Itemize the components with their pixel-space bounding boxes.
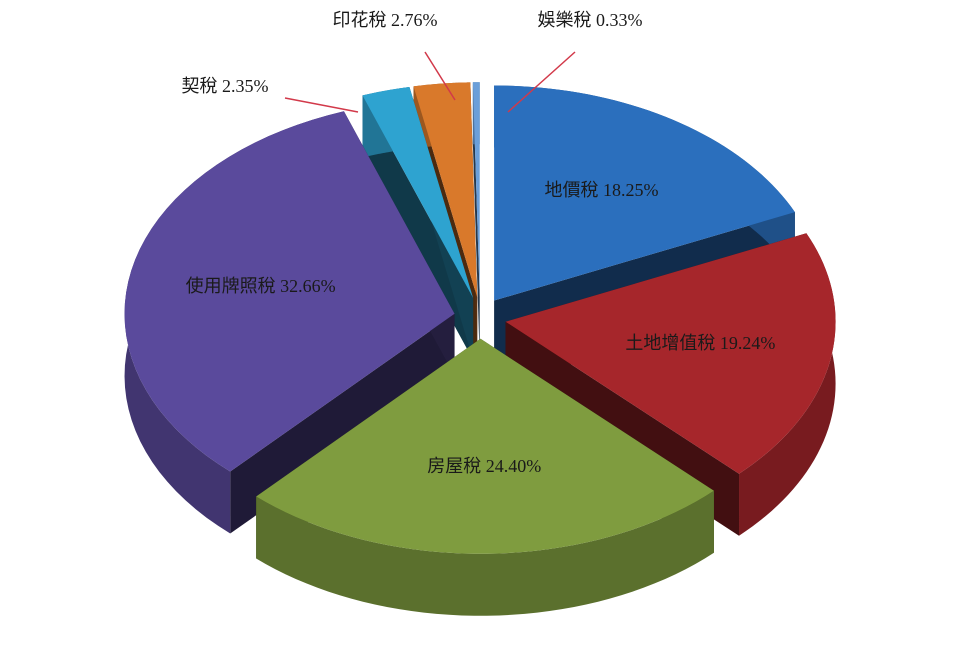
slice-label: 地價稅 18.25% (545, 180, 659, 200)
slice-top (413, 82, 478, 298)
leader-line (507, 51, 576, 113)
value-label: 19.24% (720, 333, 776, 353)
leader-line (424, 51, 456, 101)
category-name: 使用牌照稅 (186, 276, 276, 296)
category-name: 土地增值稅 (625, 333, 715, 353)
category-name: 地價稅 (545, 180, 599, 200)
slice-label: 房屋稅 24.40% (427, 456, 541, 476)
value-label: 2.35% (222, 76, 269, 96)
pie-slice (472, 82, 480, 360)
value-label: 32.66% (280, 276, 336, 296)
value-label: 18.25% (603, 180, 659, 200)
category-name: 印花稅 (333, 10, 387, 30)
slice-label: 使用牌照稅 32.66% (186, 276, 336, 296)
slice-top (472, 82, 480, 298)
slice-edge (256, 490, 714, 616)
slice-top (505, 233, 836, 474)
leader-line (284, 97, 359, 113)
slice-side (362, 95, 474, 360)
pie-slice (256, 338, 714, 616)
slice-label: 契稅 2.35% (182, 76, 269, 96)
category-name: 契稅 (182, 76, 218, 96)
slice-edge (739, 233, 836, 536)
value-label: 0.33% (596, 10, 643, 30)
value-label: 2.76% (391, 10, 438, 30)
slice-label: 娛樂稅 0.33% (538, 10, 643, 30)
slice-top (256, 338, 714, 554)
category-name: 房屋稅 (427, 456, 481, 476)
value-label: 24.40% (486, 456, 542, 476)
slice-side (472, 82, 480, 360)
slice-top (124, 111, 455, 472)
slice-label: 土地增值稅 19.24% (625, 333, 775, 353)
slice-top (362, 86, 474, 298)
slice-label: 印花稅 2.76% (333, 10, 438, 30)
pie-slice (362, 86, 474, 360)
category-name: 娛樂稅 (538, 10, 592, 30)
slice-top (494, 85, 795, 301)
